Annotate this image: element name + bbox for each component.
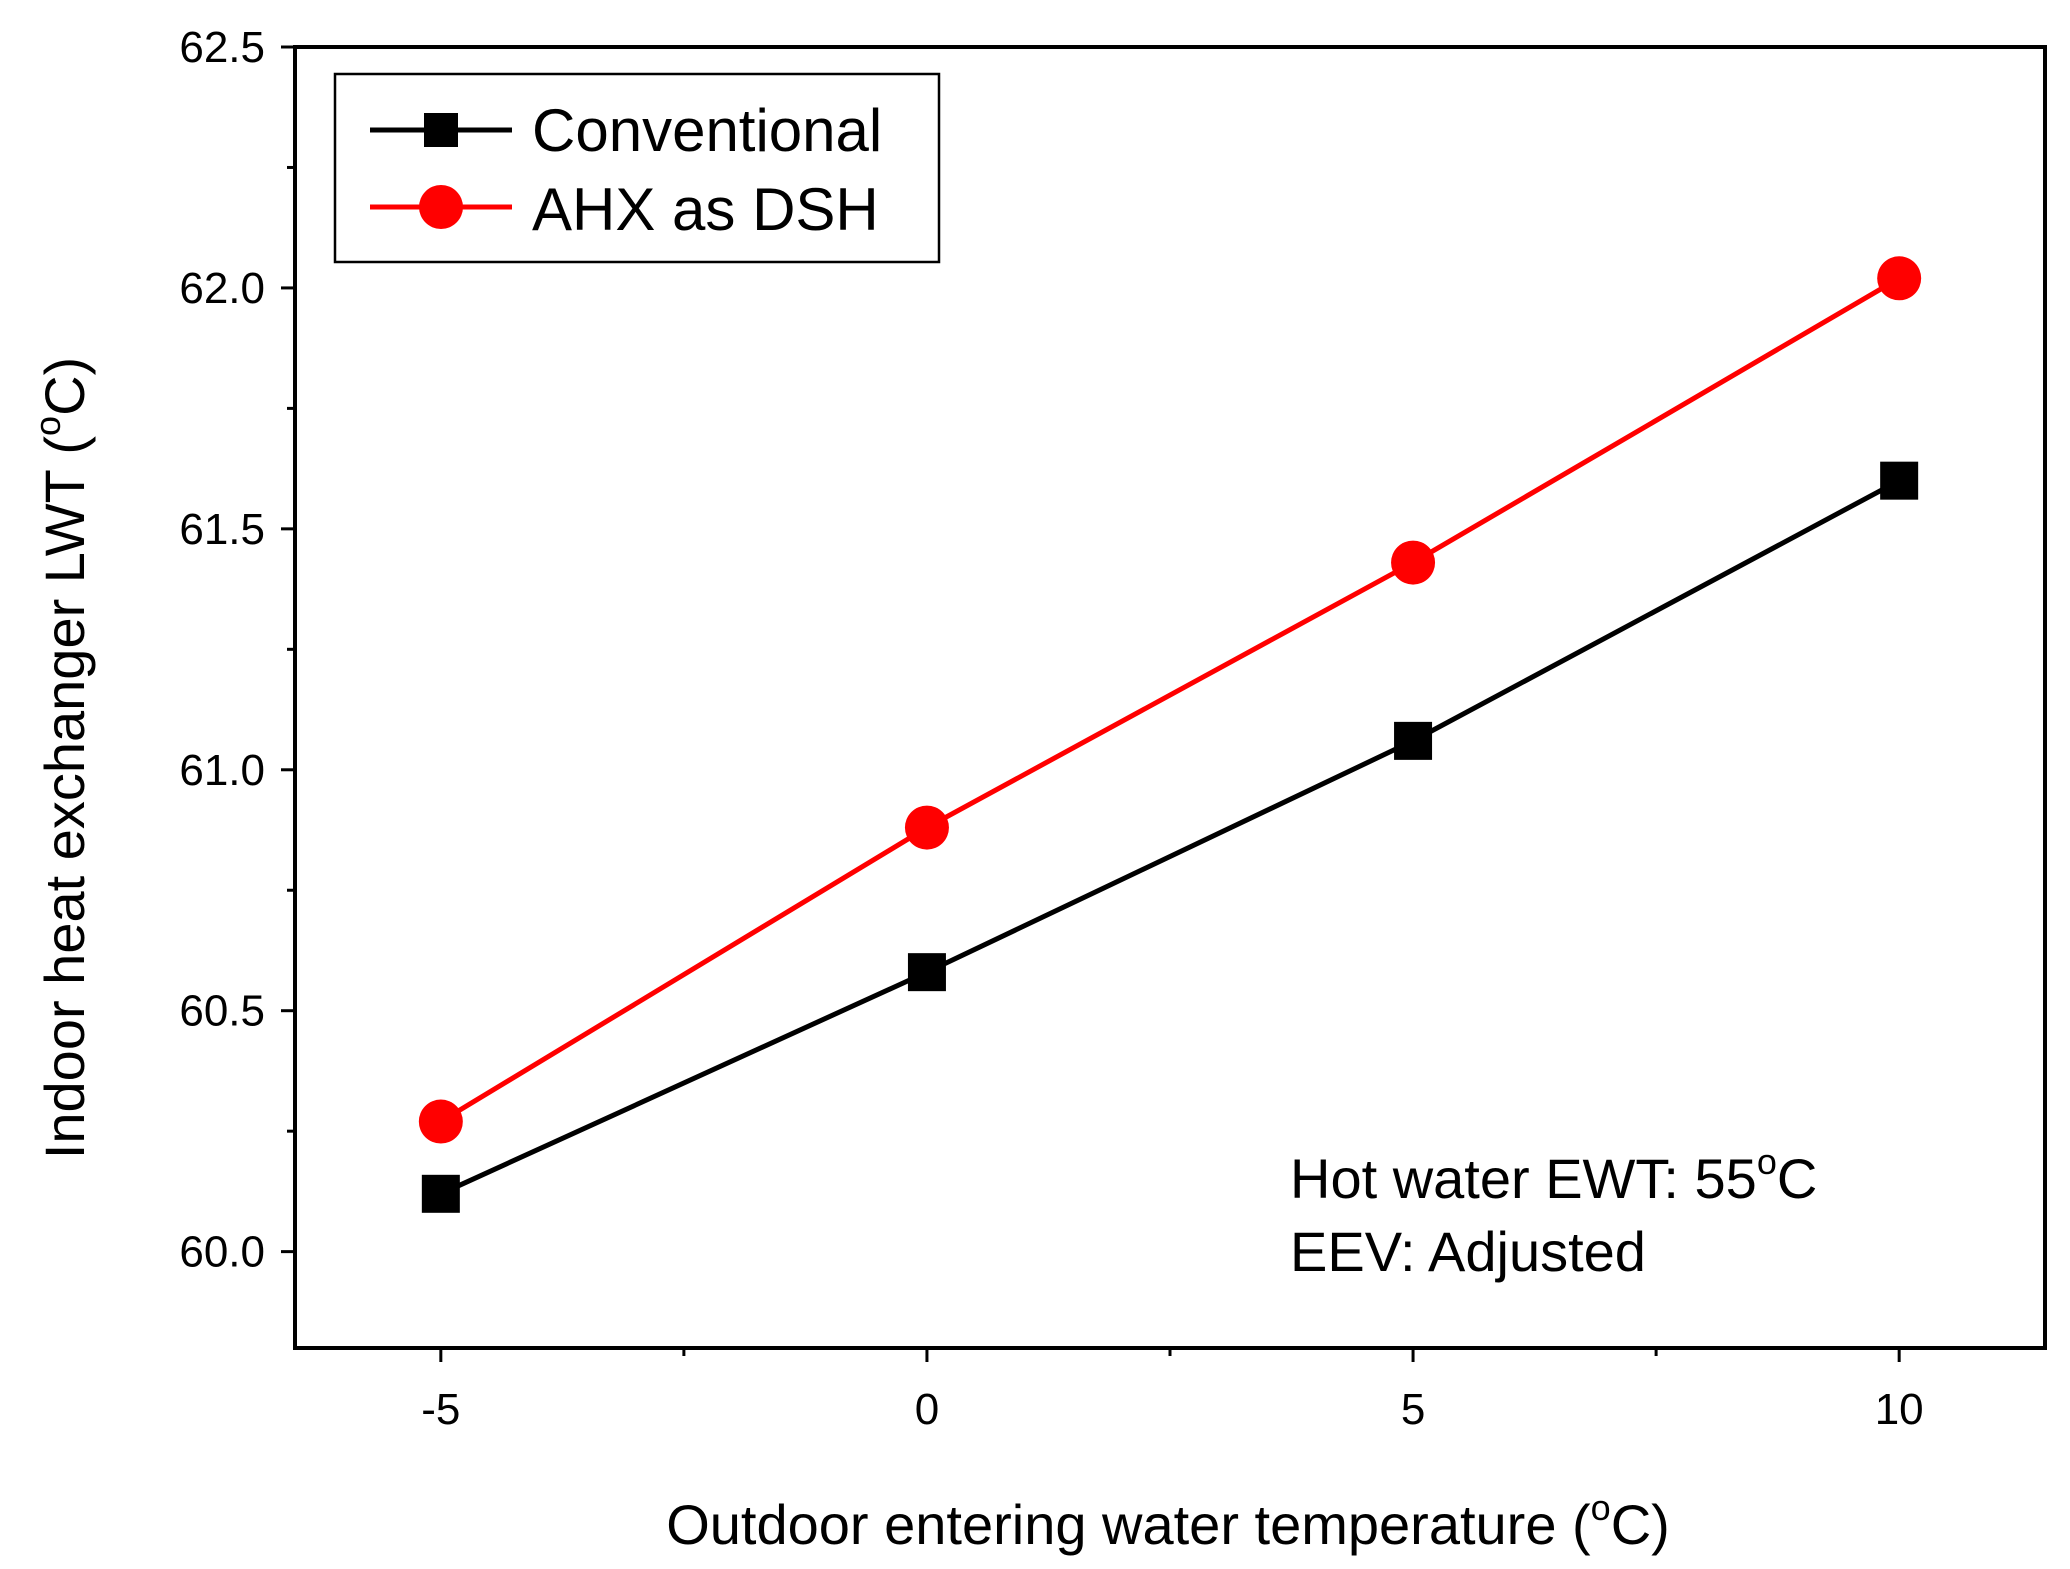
annotation-line1-tail: C [1777, 1147, 1817, 1210]
data-point-conventional [1880, 461, 1919, 500]
x-tick-label: 5 [1401, 1385, 1425, 1434]
legend-marker-conventional [424, 113, 458, 147]
x-tick-label: -5 [421, 1385, 460, 1434]
x-tick-label: 0 [915, 1385, 939, 1434]
data-point-conventional [1394, 721, 1433, 760]
legend-label-conventional: Conventional [532, 97, 882, 164]
x-tick-label: 10 [1875, 1385, 1924, 1434]
y-axis-title-degree: o [27, 416, 68, 436]
data-point-ahx-as-dsh [904, 805, 949, 850]
y-axis-title: Indoor heat exchanger LWT (oC) [27, 357, 96, 1159]
series-line-conventional [439, 478, 1901, 1197]
data-point-conventional [421, 1174, 460, 1213]
series-line-ahx-as-dsh [439, 276, 1901, 1124]
annotation-line1-degree: o [1757, 1141, 1777, 1182]
y-tick-label: 61.5 [179, 505, 265, 554]
y-axis: 60.0 60.5 61.0 61.5 62.0 62.5 [179, 23, 295, 1277]
data-point-ahx-as-dsh [1877, 256, 1922, 301]
data-point-conventional [907, 953, 946, 992]
y-tick-label: 60.0 [179, 1228, 265, 1277]
legend-box [333, 72, 941, 264]
annotation-eev: EEV: Adjusted [1290, 1220, 1646, 1283]
legend-marker-ahx [419, 185, 463, 229]
x-axis-title: Outdoor entering water temperature (oC) [666, 1487, 1670, 1556]
y-axis-title-unit: C) [33, 357, 96, 416]
x-axis-title-unit: C) [1611, 1493, 1670, 1556]
data-point-ahx-as-dsh [1391, 540, 1436, 585]
legend: Conventional AHX as DSH [333, 72, 941, 264]
x-axis-title-degree: o [1591, 1487, 1611, 1528]
annotation-hot-water-ewt: Hot water EWT: 55oC [1290, 1141, 1817, 1210]
legend-label-ahx: AHX as DSH [532, 176, 879, 243]
x-axis-title-text: Outdoor entering water temperature ( [666, 1493, 1591, 1556]
y-axis-title-text: Indoor heat exchanger LWT ( [33, 436, 96, 1160]
annotation-line1-prefix: Hot water EWT: 55 [1290, 1147, 1757, 1210]
data-point-ahx-as-dsh [418, 1099, 463, 1144]
series-layer [418, 256, 1922, 1213]
y-tick-label: 62.0 [179, 264, 265, 313]
y-tick-label: 62.5 [179, 23, 265, 72]
y-tick-label: 60.5 [179, 987, 265, 1036]
x-axis: -5 0 5 10 [421, 1348, 1924, 1434]
y-tick-label: 61.0 [179, 746, 265, 795]
